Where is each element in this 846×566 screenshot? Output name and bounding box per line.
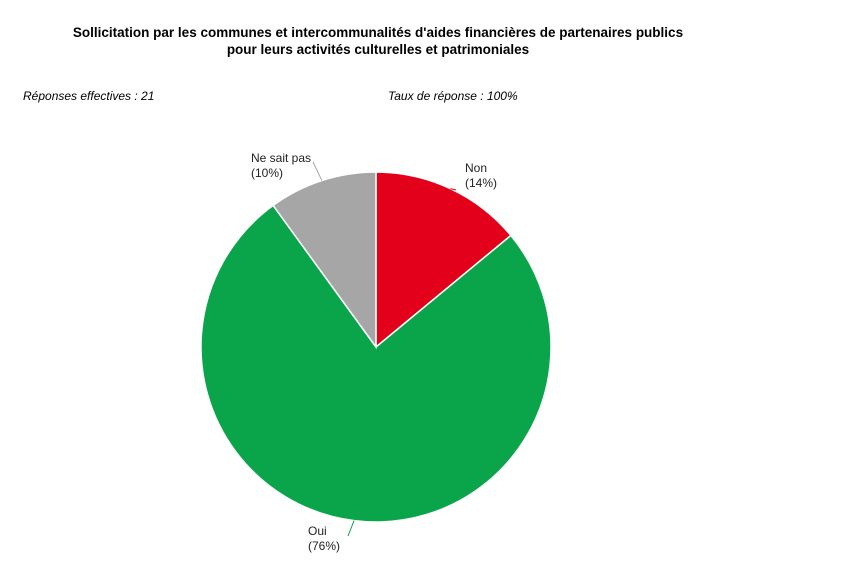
data-label-non: Non (14%) xyxy=(465,161,497,190)
leader-line-oui xyxy=(347,520,355,537)
response-rate-label: Taux de réponse : 100% xyxy=(388,89,518,103)
leader-line-ne-sait-pas xyxy=(312,161,323,181)
data-label-ne-sait-pas: Ne sait pas (10%) xyxy=(251,151,311,180)
leader-line-non xyxy=(450,188,457,191)
responses-count-label: Réponses effectives : 21 xyxy=(23,89,155,103)
chart-title-line-2: pour leurs activités culturelles et patr… xyxy=(226,42,530,57)
chart-title-line-1: Sollicitation par les communes et interc… xyxy=(72,25,684,40)
chart-title: Sollicitation par les communes et interc… xyxy=(0,24,756,58)
data-label-oui: Oui (76%) xyxy=(308,524,340,553)
